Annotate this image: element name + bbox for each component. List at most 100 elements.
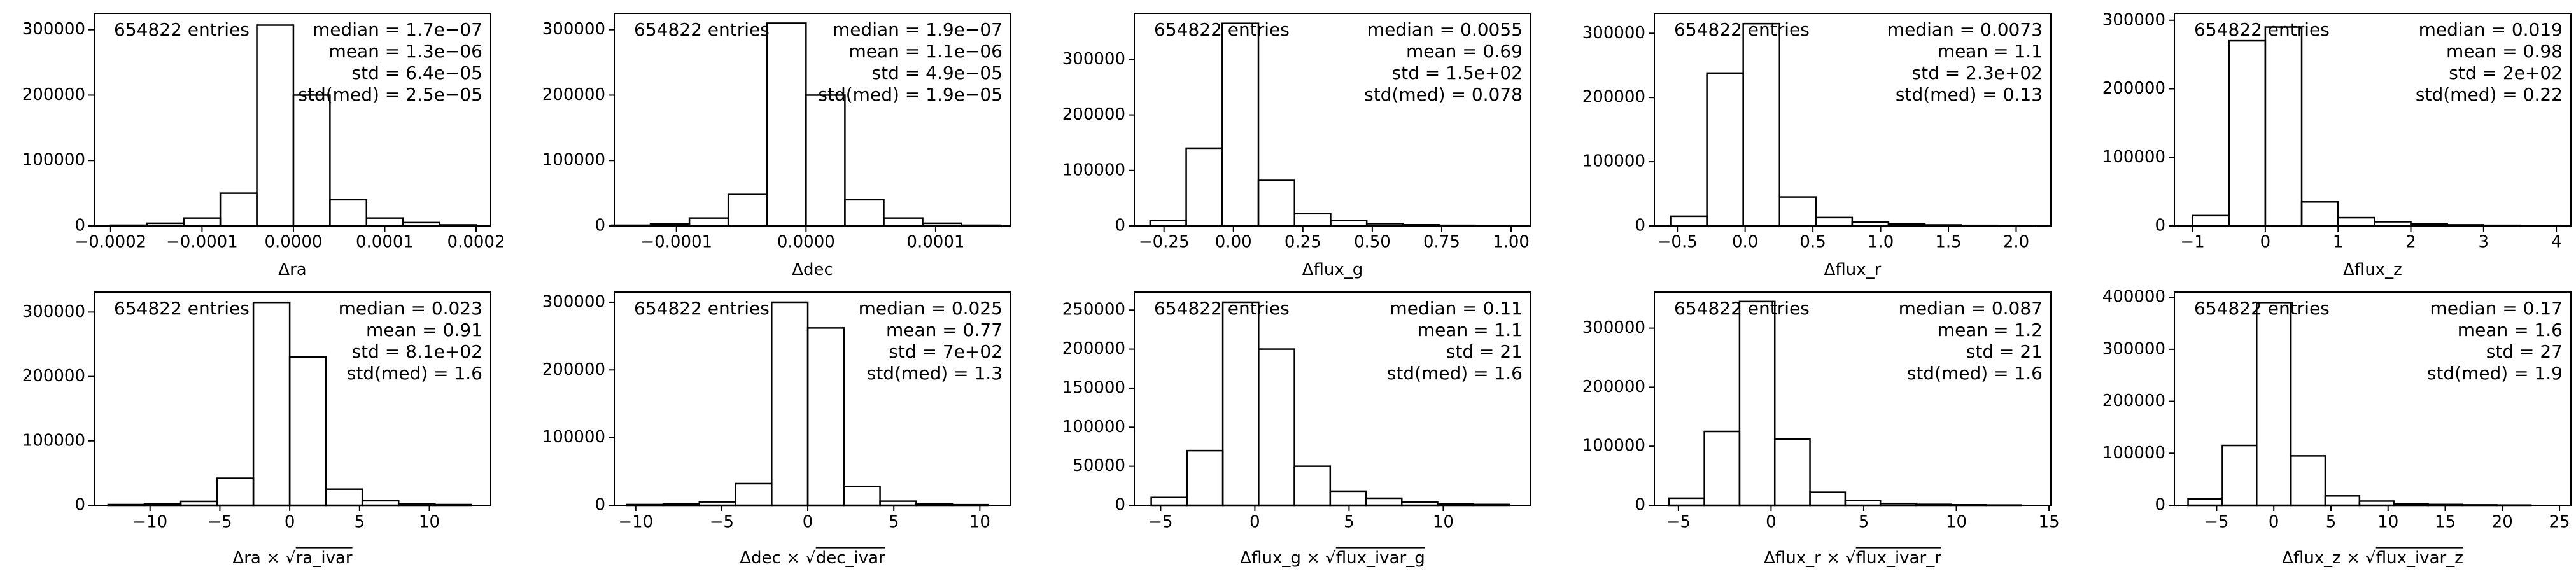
x-tick-label: 2.0 xyxy=(2003,233,2029,252)
x-axis-label: Δdec xyxy=(792,260,833,279)
x-tick-label: 5 xyxy=(355,513,365,532)
x-axis-label-part: flux_ivar_r xyxy=(1856,549,1941,568)
y-tick-label: 0 xyxy=(74,216,85,235)
x-tick-label: 10 xyxy=(1946,513,1967,532)
x-tick-label: −0.0001 xyxy=(640,233,712,252)
x-tick-label: 0.00 xyxy=(1215,233,1252,252)
y-tick-label: 100000 xyxy=(22,151,85,170)
stat-annotation: std(med) = 2.5e−05 xyxy=(298,84,482,105)
y-tick-label: 300000 xyxy=(2102,10,2165,29)
x-tick-label: 0.0000 xyxy=(264,233,322,252)
axes-frame xyxy=(1134,291,1531,506)
y-tick-label: 100000 xyxy=(22,431,85,450)
x-axis-label: Δflux_g × √flux_ivar_g xyxy=(1240,549,1425,568)
y-tick-label: 0 xyxy=(1115,496,1125,515)
x-tick-label: 10 xyxy=(1433,513,1454,532)
stat-annotation: std = 27 xyxy=(2486,341,2563,362)
x-tick-label: 0.75 xyxy=(1423,233,1460,252)
x-axis-label-part: Δra × √ xyxy=(232,549,296,568)
x-axis-label: Δra xyxy=(278,260,306,279)
y-tick-label: 100000 xyxy=(1062,160,1125,179)
y-tick-label: 200000 xyxy=(542,360,605,379)
stat-annotation: mean = 1.1e−06 xyxy=(848,41,1003,62)
y-tick-label: 200000 xyxy=(2102,79,2165,98)
entries-annotation: 654822 entries xyxy=(1674,298,1810,319)
x-tick-label: 0.25 xyxy=(1284,233,1321,252)
y-tick-label: 0 xyxy=(595,496,605,515)
stat-annotation: mean = 0.98 xyxy=(2446,41,2563,62)
entries-annotation: 654822 entries xyxy=(634,298,770,319)
y-tick-label: 200000 xyxy=(2102,391,2165,410)
stat-annotation: std(med) = 1.6 xyxy=(1387,363,1523,384)
x-tick-label: −0.5 xyxy=(1658,233,1698,252)
x-axis-label-part: Δflux_g xyxy=(1302,260,1363,279)
x-tick-label: 20 xyxy=(2492,513,2513,532)
x-tick-label: −5 xyxy=(710,513,734,532)
stat-annotation: std = 2e+02 xyxy=(2449,62,2563,83)
x-tick-label: −5 xyxy=(1666,513,1691,532)
x-tick-label: 0 xyxy=(2269,513,2279,532)
entries-annotation: 654822 entries xyxy=(2194,298,2330,319)
stat-annotation: std = 6.4e−05 xyxy=(352,62,482,83)
axes-frame xyxy=(614,291,1011,506)
stat-annotation: std = 21 xyxy=(1446,341,1523,362)
stat-annotation: std(med) = 1.3 xyxy=(867,363,1003,384)
x-axis-label: Δflux_r × √flux_ivar_r xyxy=(1764,549,1941,568)
x-tick-label: 5 xyxy=(889,513,899,532)
y-tick-label: 300000 xyxy=(542,292,605,311)
stat-annotation: std = 1.5e+02 xyxy=(1392,62,1523,83)
stat-annotation: std(med) = 1.6 xyxy=(1907,363,2043,384)
x-tick-label: 1.0 xyxy=(1868,233,1894,252)
x-tick-label: 0 xyxy=(803,513,813,532)
stat-annotation: std(med) = 1.6 xyxy=(347,363,482,384)
x-tick-label: 2 xyxy=(2405,233,2416,252)
x-axis-label: Δra × √ra_ivar xyxy=(232,549,352,568)
x-tick-label: 1.5 xyxy=(1935,233,1961,252)
x-tick-label: 0.0001 xyxy=(356,233,414,252)
entries-annotation: 654822 entries xyxy=(1154,298,1290,319)
y-tick-label: 300000 xyxy=(542,20,605,39)
stat-annotation: std(med) = 0.13 xyxy=(1896,84,2043,105)
x-axis-label-part: Δflux_r xyxy=(1824,260,1882,279)
y-tick-label: 100000 xyxy=(2102,444,2165,463)
axes-frame xyxy=(2174,291,2572,506)
entries-annotation: 654822 entries xyxy=(2194,19,2330,40)
axes-frame xyxy=(1134,13,1531,227)
stat-annotation: median = 0.025 xyxy=(859,298,1003,319)
x-tick-label: 1 xyxy=(2333,233,2344,252)
y-tick-label: 100000 xyxy=(2102,148,2165,167)
y-tick-label: 200000 xyxy=(22,367,85,386)
x-axis-label-part: flux_ivar_z xyxy=(2376,549,2463,568)
y-tick-label: 100000 xyxy=(1582,437,1645,456)
x-tick-label: −5 xyxy=(2204,513,2228,532)
x-tick-label: 5 xyxy=(1859,513,1869,532)
stat-annotation: median = 1.9e−07 xyxy=(833,19,1003,40)
y-tick-label: 0 xyxy=(1635,216,1645,235)
y-tick-label: 300000 xyxy=(22,302,85,321)
x-tick-label: −5 xyxy=(208,513,232,532)
x-tick-label: −0.25 xyxy=(1139,233,1190,252)
stat-annotation: mean = 1.1 xyxy=(1938,41,2043,62)
x-axis-label-part: flux_ivar_g xyxy=(1336,549,1425,568)
x-axis-label-part: Δflux_g × √ xyxy=(1240,549,1336,568)
y-tick-label: 200000 xyxy=(1582,88,1645,107)
stat-annotation: mean = 0.77 xyxy=(886,319,1003,340)
y-tick-label: 200000 xyxy=(1062,339,1125,358)
y-tick-label: 0 xyxy=(1635,496,1645,515)
stat-annotation: mean = 1.3e−06 xyxy=(328,41,482,62)
y-tick-label: 100000 xyxy=(542,151,605,170)
x-axis-label: Δdec × √dec_ivar xyxy=(740,549,885,568)
stat-annotation: std = 4.9e−05 xyxy=(872,62,1003,83)
y-tick-label: 0 xyxy=(74,496,85,515)
x-axis-label-part: Δra xyxy=(278,260,306,279)
y-tick-label: 300000 xyxy=(1062,50,1125,69)
stat-annotation: median = 0.019 xyxy=(2419,19,2563,40)
x-tick-label: −10 xyxy=(618,513,653,532)
x-axis-label: Δflux_z xyxy=(2343,260,2402,279)
x-tick-label: 5 xyxy=(1344,513,1355,532)
x-tick-label: 4 xyxy=(2551,233,2562,252)
x-tick-label: 0.50 xyxy=(1354,233,1391,252)
stat-annotation: mean = 0.69 xyxy=(1406,41,1523,62)
x-tick-label: 3 xyxy=(2479,233,2489,252)
